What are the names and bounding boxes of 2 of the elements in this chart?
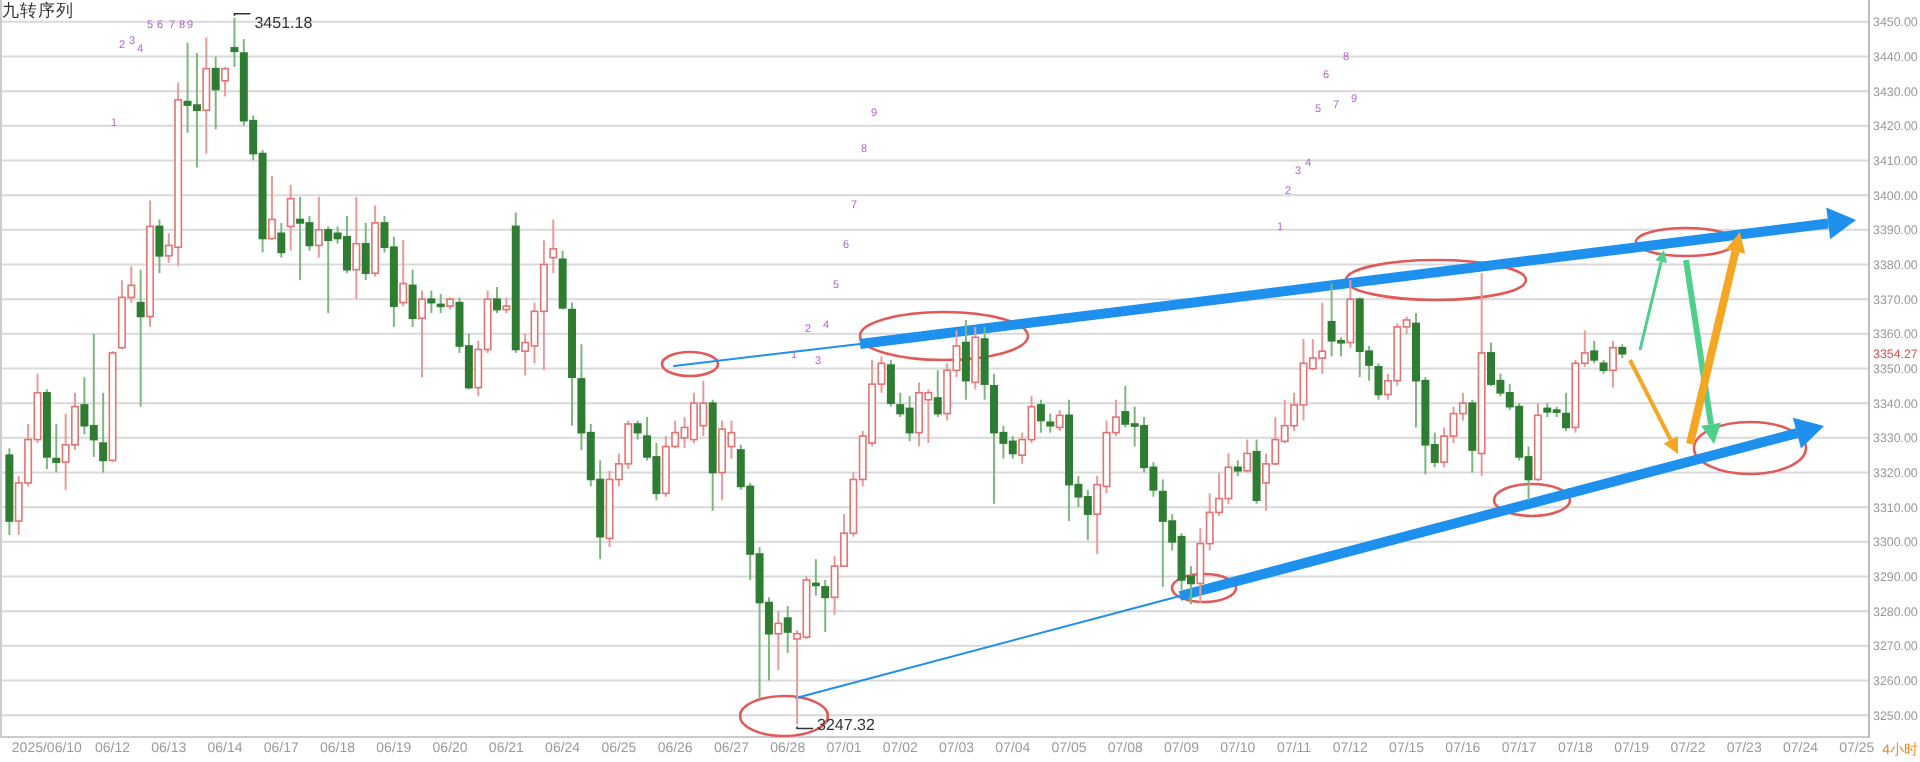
annotation: 3451.18 xyxy=(254,13,314,32)
chart-title: 九转序列 xyxy=(2,0,74,20)
